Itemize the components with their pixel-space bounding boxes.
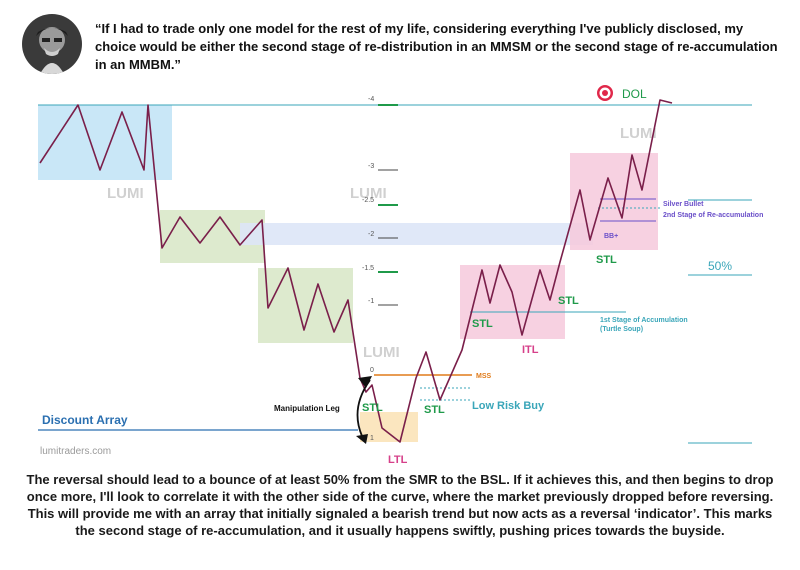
author-avatar [22,14,82,74]
tick-label: -2 [368,231,374,238]
tick-label: -3 [368,163,374,170]
itl-label: ITL [522,344,539,356]
stl-label: STL [596,254,617,266]
stl-label: STL [424,404,445,416]
target-icon [597,85,613,101]
discount-array-label: Discount Array [42,413,128,427]
logo-watermark: LUMI [363,344,400,361]
mss-label: MSS [476,373,492,380]
quote-text: “If I had to trade only one model for th… [95,21,778,72]
pink-box-second-stage [570,153,658,250]
manipulation-leg-label: Manipulation Leg [274,404,340,413]
bracket-arrow [358,376,372,388]
watermark-text: lumitraders.com [40,446,111,457]
logo-watermark: LUMI [107,185,144,202]
price-path [39,99,673,443]
green-box-2 [258,268,353,343]
turtle-soup-label: (Turtle Soup) [600,326,643,333]
fib-axis: -4 -3 -2.5 -2 -1.5 -1 0 1 [362,96,398,442]
stl-label: STL [362,402,383,414]
orange-box [360,412,418,442]
tick-label: -4 [368,96,374,103]
tick-label: -1.5 [362,265,374,272]
second-stage-label: 2nd Stage of Re-accumulation [663,212,763,219]
bracket-arrow [356,434,368,444]
logo-watermark: LUMI [350,185,387,202]
blue-band [240,223,593,245]
ltl-label: LTL [388,454,408,466]
fifty-percent-label: 50% [708,259,732,273]
bb-label: BB+ [604,233,618,240]
silver-bullet-label: Silver Bullet [663,201,704,208]
stl-label: STL [558,295,579,307]
dol-label: DOL [622,87,647,101]
tick-label: 0 [370,367,374,374]
stl-label: STL [472,318,493,330]
low-risk-buy-label: Low Risk Buy [472,400,545,412]
trading-model-chart: LUMI LUMI LUMI LUMI -4 -3 -2.5 -2 -1.5 -… [38,85,763,466]
tick-label: -1 [368,298,374,305]
tick-label: -2.5 [362,197,374,204]
logo-watermark: LUMI [620,125,657,142]
first-stage-label: 1st Stage of Accumulation [600,317,688,324]
tick-label: 1 [370,435,374,442]
caption-text: The reversal should lead to a bounce of … [26,472,774,538]
pink-box-first-stage [460,265,565,339]
